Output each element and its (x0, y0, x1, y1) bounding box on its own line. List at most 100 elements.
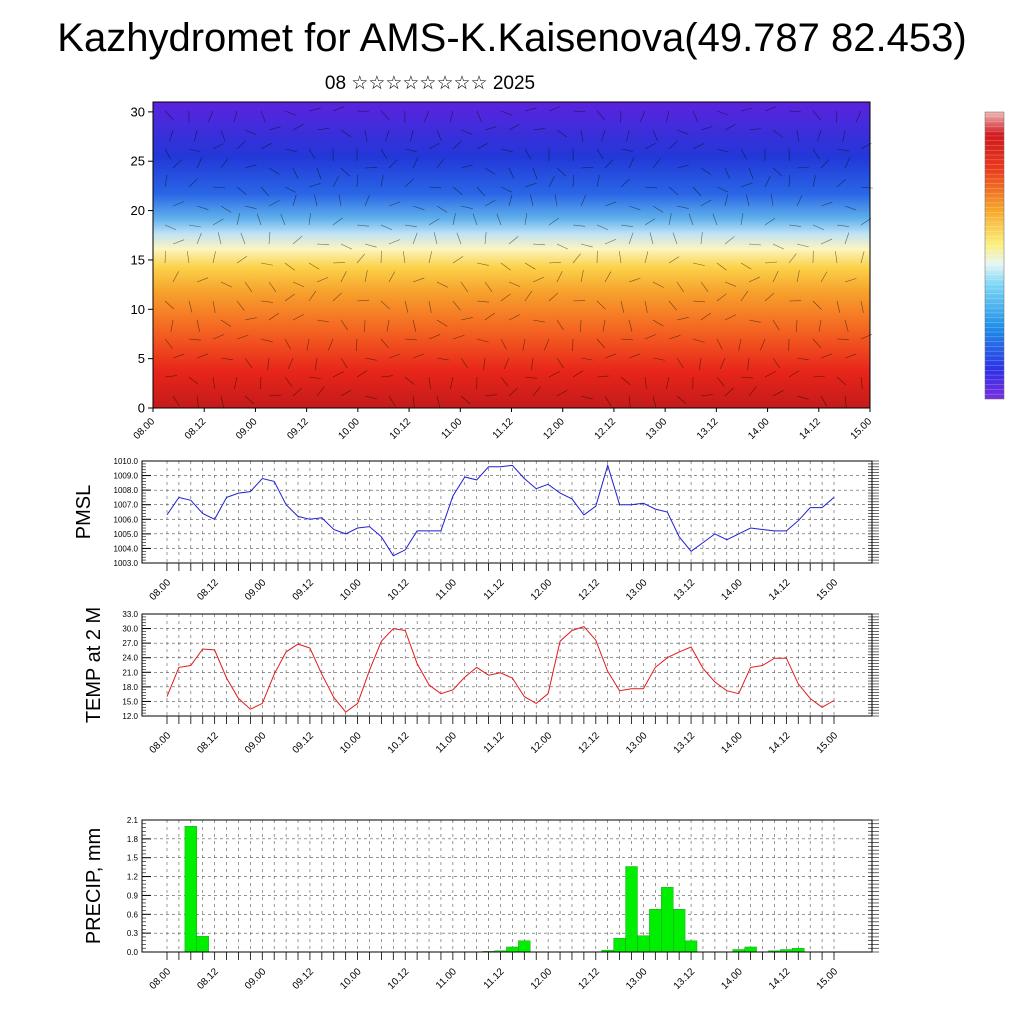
wind-vector (284, 110, 297, 116)
x-tick-label: 11.00 (434, 730, 459, 755)
x-tick-label: 14.12 (767, 966, 793, 992)
x-tick-label: 08.12 (195, 730, 221, 756)
precip-bar (649, 909, 662, 953)
wind-vector (556, 243, 568, 250)
wind-vector (820, 159, 830, 169)
wind-vector (244, 129, 257, 135)
wind-vector (404, 376, 415, 385)
wind-vector (308, 183, 321, 188)
y-tick-label: 21.0 (122, 668, 138, 677)
wind-vector (284, 148, 297, 152)
wind-vector (820, 201, 833, 207)
wind-vector (692, 143, 704, 150)
y-axis-title: TEMP at 2 M (83, 607, 105, 723)
wind-vector (332, 262, 346, 264)
wind-vector (668, 256, 680, 264)
wind-vector (572, 300, 586, 302)
wind-vector (380, 224, 393, 231)
wind-vector (556, 389, 568, 397)
wind-vector (306, 338, 310, 351)
wind-vector (764, 218, 776, 226)
wind-vector (748, 243, 761, 246)
wind-vector (764, 176, 771, 188)
wind-vector (356, 224, 369, 227)
wind-vector (644, 251, 649, 264)
wind-vector (860, 251, 865, 264)
wind-vector (340, 319, 348, 331)
precip-bar (506, 946, 519, 953)
wind-vector (236, 186, 247, 195)
wind-vector (292, 194, 297, 207)
wind-vector (668, 186, 679, 196)
wind-vector (596, 375, 609, 378)
wind-vector (292, 314, 304, 321)
precip-bar (196, 936, 209, 953)
wind-vector (500, 376, 509, 387)
x-tick-label: 14.00 (746, 416, 772, 442)
wind-vector (652, 129, 658, 142)
wind-vector (860, 218, 872, 226)
wind-vector (212, 218, 224, 226)
wind-vector (340, 129, 352, 138)
y-tick-label: 33.0 (122, 610, 138, 619)
x-tick-label: 12.12 (576, 577, 602, 603)
wind-vector (532, 276, 545, 283)
wind-vector (164, 251, 166, 264)
wind-vector (740, 262, 752, 270)
wind-vector (772, 243, 784, 250)
wind-vector (796, 319, 798, 332)
wind-vector (356, 253, 365, 264)
wind-vector (668, 140, 678, 150)
panel-frame (141, 460, 873, 564)
wind-vector (724, 167, 731, 180)
wind-vector (308, 290, 317, 302)
wind-vector (452, 300, 461, 311)
wind-vector (836, 300, 841, 313)
wind-vector (740, 376, 753, 379)
wind-vector (812, 110, 822, 121)
wind-vector (386, 319, 390, 332)
wind-vector (212, 143, 224, 150)
wind-vector (500, 293, 511, 302)
wind-vector (284, 186, 296, 193)
wind-vector (668, 300, 677, 311)
wind-vector (524, 262, 536, 270)
wind-vector (236, 213, 241, 226)
wind-vector (260, 262, 273, 266)
wind-vector (244, 281, 253, 293)
y-tick-label: 0.0 (127, 948, 139, 957)
y-tick-label: 18.0 (122, 683, 138, 692)
wind-vector (716, 293, 727, 302)
wind-vector (644, 300, 648, 313)
wind-vector (234, 376, 238, 389)
wind-vector (428, 186, 441, 189)
y-tick-label: 1.2 (127, 873, 139, 882)
wind-vector (404, 300, 409, 313)
wind-vector (572, 253, 581, 264)
y-tick-label: 15.0 (122, 697, 138, 706)
wind-vector (340, 243, 352, 250)
y-tick-label: 1005.0 (114, 530, 139, 539)
y-tick-label: 0.9 (127, 891, 139, 900)
wind-vector (554, 194, 558, 207)
wind-vector (316, 167, 322, 180)
wind-vector (452, 334, 465, 340)
wind-vector (860, 300, 864, 313)
wind-vector (712, 213, 718, 226)
wind-vector (412, 156, 419, 169)
y-tick-label: 1.8 (127, 835, 139, 844)
wind-vector (284, 338, 292, 350)
wind-vector (556, 129, 567, 138)
wind-vector (433, 232, 438, 245)
wind-vector (626, 129, 630, 142)
wind-vector (460, 205, 473, 209)
y-tick-label: 10 (131, 302, 145, 317)
wind-vector (484, 312, 495, 321)
wind-vector (788, 253, 797, 264)
wind-vector (500, 110, 513, 116)
y-tick-label: 1.5 (127, 854, 139, 863)
wind-vector (356, 110, 370, 112)
wind-vector (855, 110, 862, 123)
wind-vector (196, 395, 199, 408)
wind-vector (428, 376, 431, 389)
